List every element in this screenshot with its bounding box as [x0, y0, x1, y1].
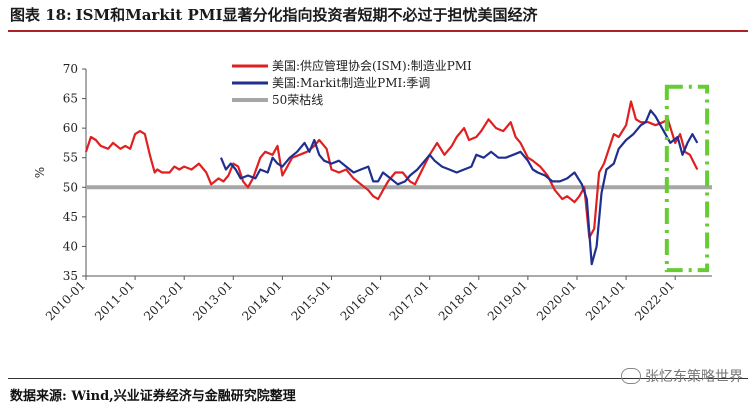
y-tick-label: 40 [63, 239, 78, 253]
x-tick-label: 2013-01 [190, 278, 235, 323]
y-tick-label: 65 [63, 92, 78, 106]
x-tick-label: 2021-01 [583, 278, 628, 323]
x-tick-label: 2022-01 [632, 278, 677, 323]
source-note: 数据来源: Wind,兴业证券经济与金融研究院整理 [10, 389, 296, 404]
y-tick-label: 60 [63, 121, 78, 135]
legend: 美国:供应管理协会(ISM):制造业PMI 美国:Markit制造业PMI:季调 5… [232, 58, 472, 107]
series-group [84, 100, 699, 266]
y-tick-label: 45 [63, 210, 78, 224]
watermark: 张忆东策略世界 [621, 366, 743, 386]
x-tick-label: 2019-01 [485, 278, 530, 323]
x-tick-label: 2011-01 [92, 278, 137, 323]
x-tick-label: 2012-01 [141, 278, 186, 323]
x-tick-label: 2014-01 [239, 278, 284, 323]
y-tick-label: 35 [63, 269, 78, 283]
x-tick-label: 2016-01 [338, 278, 383, 323]
x-tick-label: 2017-01 [387, 278, 432, 323]
chart-title: 图表 18: ISM和Markit PMI显著分化指向投资者短期不必过于担忧美国经… [10, 4, 537, 25]
y-axis-label: % [33, 167, 47, 178]
x-tick-label: 2018-01 [436, 278, 481, 323]
series-ism-pmi [84, 100, 699, 239]
y-tick-label: 50 [63, 180, 78, 194]
legend-line-50-label: 50荣枯线 [272, 92, 323, 107]
wechat-icon [621, 368, 641, 384]
highlight-box [664, 84, 710, 273]
watermark-text: 张忆东策略世界 [645, 369, 743, 385]
x-tick-label: 2020-01 [534, 278, 579, 323]
y-tick-label: 70 [63, 62, 78, 76]
figure-title-text: ISM和Markit PMI显著分化指向投资者短期不必过于担忧美国经济 [75, 6, 538, 24]
legend-markit-label: 美国:Markit制造业PMI:季调 [272, 76, 430, 90]
x-tick-label: 2015-01 [288, 278, 333, 323]
figure-number: 图表 18: [10, 6, 72, 24]
y-tick-label: 55 [63, 151, 78, 165]
title-divider [8, 30, 748, 32]
series-markit-pmi [219, 109, 699, 266]
x-tick-label: 2010-01 [43, 278, 88, 323]
source-divider [8, 378, 748, 379]
highlight-group [664, 84, 710, 273]
legend-ism-label: 美国:供应管理协会(ISM):制造业PMI [272, 58, 472, 73]
